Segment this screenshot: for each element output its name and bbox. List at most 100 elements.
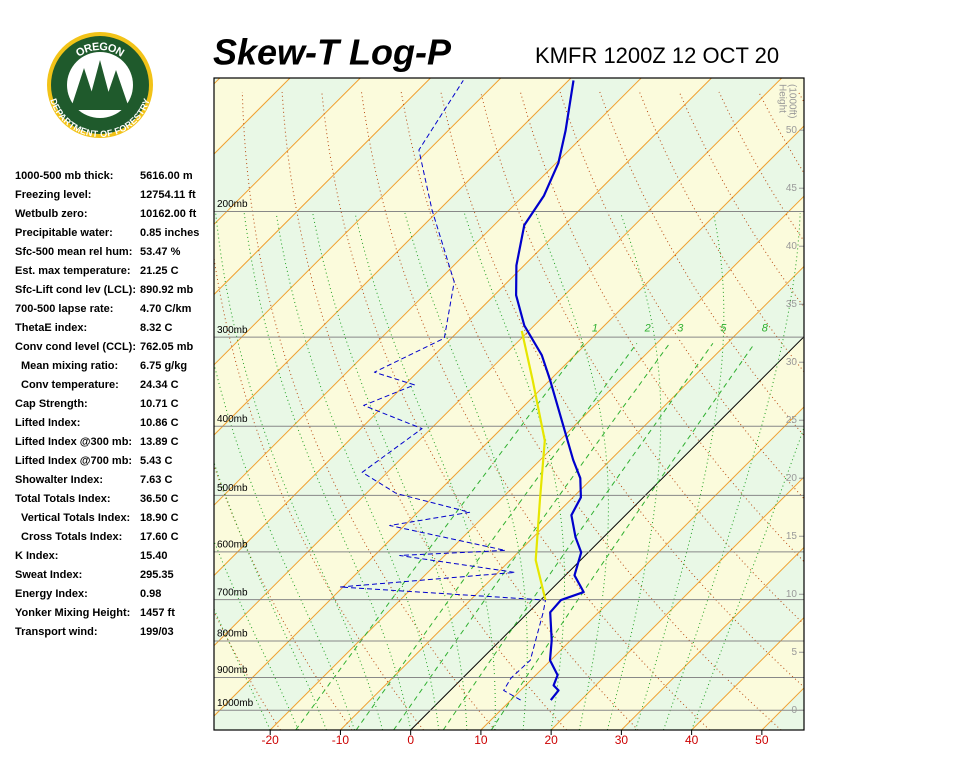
index-value: 13.89 C [140, 436, 179, 448]
x-tick-label: 50 [755, 733, 769, 747]
index-value: 12754.11 ft [140, 189, 196, 201]
isotherm [0, 78, 9, 730]
mixing-ratio-label: 2 [644, 323, 651, 335]
index-label: Sweat Index: [15, 569, 83, 581]
index-label: Sfc-Lift cond lev (LCL): [15, 284, 136, 296]
isotherm [410, 335, 804, 730]
index-value: 0.98 [140, 588, 162, 600]
y-tick-label: 700mb [217, 587, 248, 598]
y2-tick-label: 5 [791, 647, 797, 658]
index-value: 18.90 C [140, 512, 179, 524]
index-value: 15.40 [140, 550, 168, 562]
index-row: Yonker Mixing Height: 1457 ft [15, 604, 215, 623]
logo-trees [72, 60, 128, 105]
plot-frame [213, 77, 805, 731]
index-value: 24.34 C [140, 379, 179, 391]
index-value: 8.32 C [140, 322, 173, 334]
index-row: Vertical Totals Index: 18.90 C [15, 509, 215, 528]
index-row: Energy Index: 0.98 [15, 585, 215, 604]
index-value: 199/03 [140, 626, 174, 638]
logo-ground [70, 104, 130, 110]
moist-adiabat [214, 461, 327, 730]
logo-top-path: OREGON [74, 41, 126, 60]
index-value: 21.25 C [140, 265, 179, 277]
dry-adiabat [361, 91, 710, 730]
index-row: Sfc-500 mean rel hum: 53.47 % [15, 243, 215, 262]
profile-line [514, 80, 585, 701]
y-tick-label: 300mb [217, 325, 248, 336]
y2-tick-label: 40 [786, 241, 798, 252]
index-value: 10162.00 ft [140, 208, 197, 220]
x-tick-label: -20 [262, 733, 280, 747]
index-row: Showalter Index: 7.63 C [15, 471, 215, 490]
index-value: 890.92 mb [140, 284, 194, 296]
chart-title: Skew-T Log-P [213, 32, 452, 73]
isotherm [214, 78, 502, 366]
isotherm [832, 78, 960, 730]
isotherm [269, 195, 804, 730]
isotherm [214, 78, 712, 577]
moist-adiabat [215, 212, 384, 730]
index-label: Transport wind: [15, 626, 98, 638]
index-value: 6.75 g/kg [140, 360, 188, 372]
temperature-band [832, 78, 960, 730]
index-label: 700-500 lapse rate: [15, 303, 114, 315]
isotherm [214, 78, 572, 436]
mixing-ratio-line [442, 343, 714, 730]
y2-tick-label: 0 [791, 705, 797, 716]
y2-axis-label: Height [776, 84, 787, 113]
plot-labels: 1 2 3 5 81000mb900mb800mb700mb600mb500mb400m… [217, 84, 804, 747]
isotherm [214, 78, 783, 647]
index-label: 1000-500 mb thick: [15, 170, 114, 182]
mixing-ratio-line [295, 342, 585, 730]
index-value: 10.71 C [140, 398, 179, 410]
index-row: 1000-500 mb thick: 5616.00 m [15, 167, 215, 186]
x-tick-label: 10 [474, 733, 488, 747]
x-tick-label: 20 [544, 733, 558, 747]
moist-adiabat [691, 426, 804, 730]
mixing-ratio-label: 3 [677, 323, 684, 335]
index-value: 10.86 C [140, 417, 179, 429]
dry-adiabat [797, 91, 804, 104]
dry-adiabat [214, 254, 424, 730]
y2-tick-label: 20 [786, 473, 798, 484]
y2-tick-label: 25 [786, 415, 798, 426]
index-label: Mean mixing ratio: [21, 360, 119, 372]
index-row: K Index: 15.40 [15, 547, 215, 566]
chart-subtitle: KMFR 1200Z 12 OCT 20 [535, 43, 779, 68]
moist-adiabat [634, 212, 725, 730]
index-label: Lifted Index @700 mb: [15, 455, 133, 467]
index-row: Lifted Index @300 mb: 13.89 C [15, 433, 215, 452]
dry-adiabat [918, 92, 960, 730]
index-value: 1457 ft [140, 607, 175, 619]
isotherm [214, 78, 431, 296]
temperature-band [214, 126, 804, 730]
x-tick-label: 0 [407, 733, 414, 747]
logo-top-text: OREGON [74, 41, 126, 60]
index-label: Conv cond level (CCL): [15, 341, 137, 353]
isotherm [480, 406, 804, 730]
index-value: 295.35 [140, 569, 174, 581]
y2-tick-label: 35 [786, 299, 798, 310]
index-row: Total Totals Index: 36.50 C [15, 490, 215, 509]
index-row: Transport wind: 199/03 [15, 623, 215, 642]
plot-lines [0, 78, 960, 730]
index-value: 762.05 mb [140, 341, 194, 353]
index-label: Vertical Totals Index: [21, 512, 131, 524]
index-row: 700-500 lapse rate: 4.70 C/km [15, 300, 215, 319]
index-row: Wetbulb zero: 10162.00 ft [15, 205, 215, 224]
isotherm [691, 616, 804, 730]
index-label: Cross Totals Index: [21, 531, 123, 543]
index-row: Freezing level: 12754.11 ft [15, 186, 215, 205]
profile-line [520, 330, 547, 601]
index-value: 0.85 inches [140, 227, 200, 239]
y-tick-label: 400mb [217, 414, 248, 425]
mixing-ratio-line [355, 343, 638, 730]
index-label: ThetaE index: [15, 322, 88, 334]
y-tick-label: 500mb [217, 483, 248, 494]
dry-adiabat [321, 91, 639, 730]
index-value: 5.43 C [140, 455, 173, 467]
index-label: Showalter Index: [15, 474, 104, 486]
index-value: 53.47 % [140, 246, 181, 258]
